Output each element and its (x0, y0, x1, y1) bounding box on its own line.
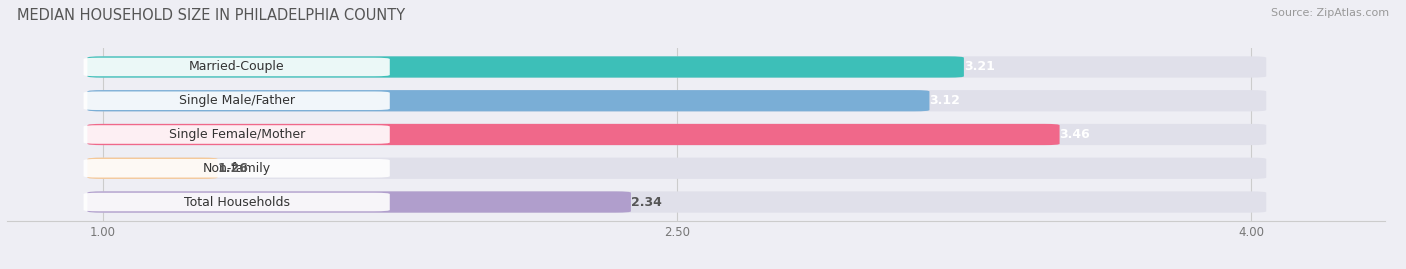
FancyBboxPatch shape (83, 91, 389, 110)
FancyBboxPatch shape (87, 191, 631, 213)
Text: Total Households: Total Households (184, 196, 290, 208)
Text: Single Female/Mother: Single Female/Mother (169, 128, 305, 141)
Text: 1.26: 1.26 (218, 162, 249, 175)
FancyBboxPatch shape (83, 125, 389, 144)
FancyBboxPatch shape (87, 124, 1060, 145)
Text: Married-Couple: Married-Couple (188, 61, 284, 73)
FancyBboxPatch shape (87, 158, 1267, 179)
FancyBboxPatch shape (87, 90, 929, 111)
Text: MEDIAN HOUSEHOLD SIZE IN PHILADELPHIA COUNTY: MEDIAN HOUSEHOLD SIZE IN PHILADELPHIA CO… (17, 8, 405, 23)
FancyBboxPatch shape (87, 56, 1267, 78)
FancyBboxPatch shape (87, 124, 1267, 145)
FancyBboxPatch shape (87, 158, 218, 179)
FancyBboxPatch shape (87, 90, 1267, 111)
FancyBboxPatch shape (87, 191, 1267, 213)
FancyBboxPatch shape (83, 58, 389, 76)
Text: 3.46: 3.46 (1060, 128, 1090, 141)
Text: 3.12: 3.12 (929, 94, 960, 107)
FancyBboxPatch shape (83, 193, 389, 211)
Text: 3.21: 3.21 (965, 61, 995, 73)
Text: 2.34: 2.34 (631, 196, 662, 208)
FancyBboxPatch shape (83, 159, 389, 178)
FancyBboxPatch shape (87, 56, 965, 78)
Text: Single Male/Father: Single Male/Father (179, 94, 295, 107)
Text: Non-family: Non-family (202, 162, 271, 175)
Text: Source: ZipAtlas.com: Source: ZipAtlas.com (1271, 8, 1389, 18)
